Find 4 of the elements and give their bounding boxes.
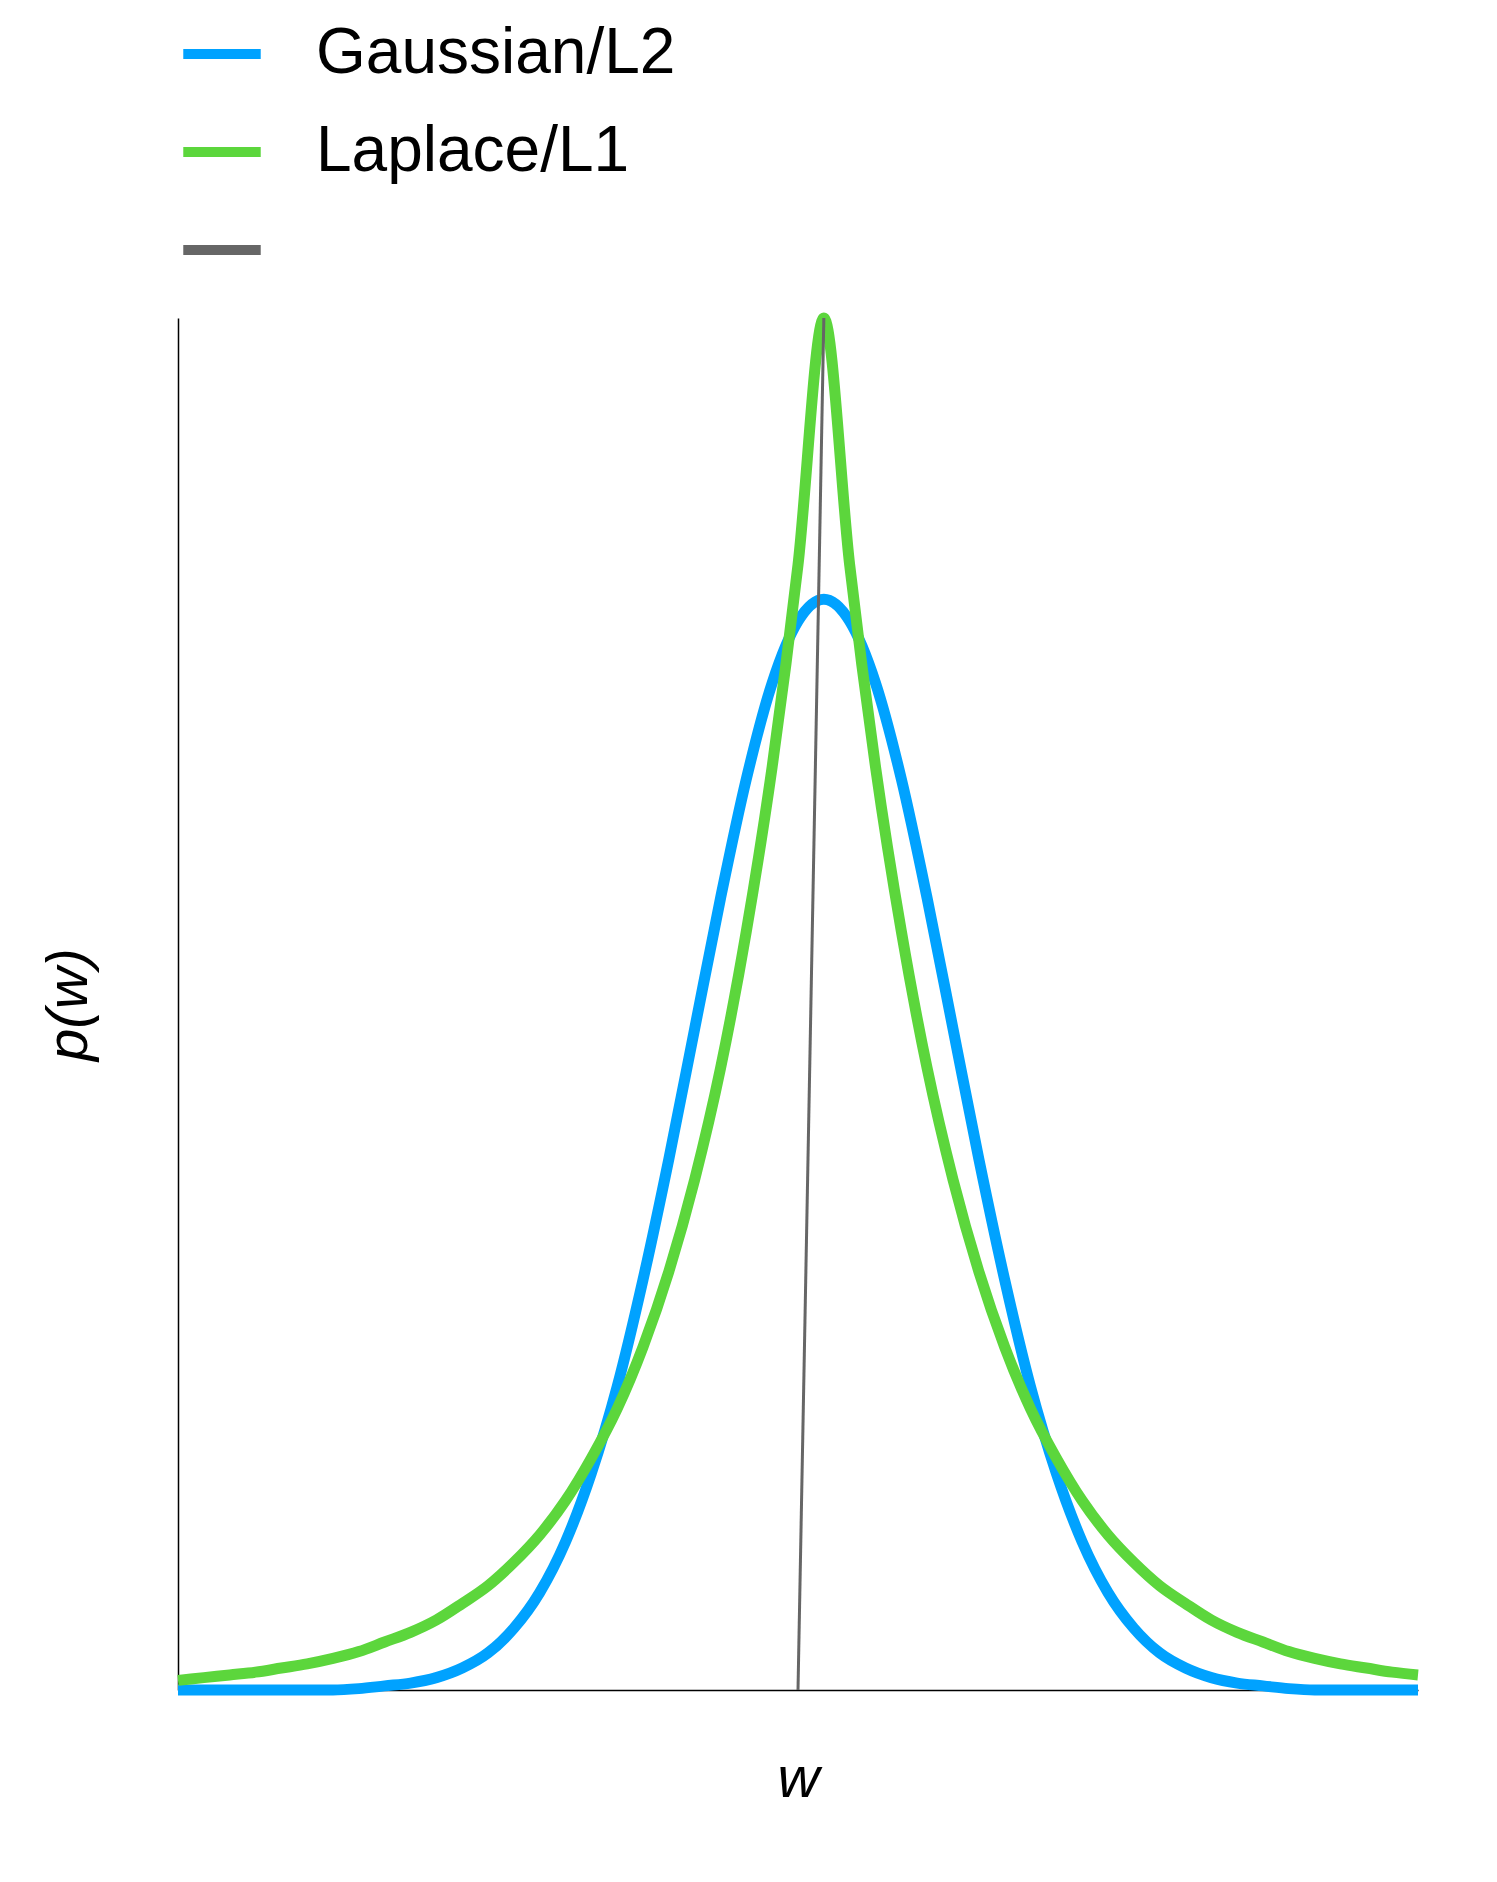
legend-label: Laplace/L1 — [316, 113, 630, 185]
x-axis-title: w — [777, 1743, 823, 1809]
legend-label: Gaussian/L2 — [316, 15, 676, 87]
y-axis-title: p(w) — [33, 948, 99, 1063]
